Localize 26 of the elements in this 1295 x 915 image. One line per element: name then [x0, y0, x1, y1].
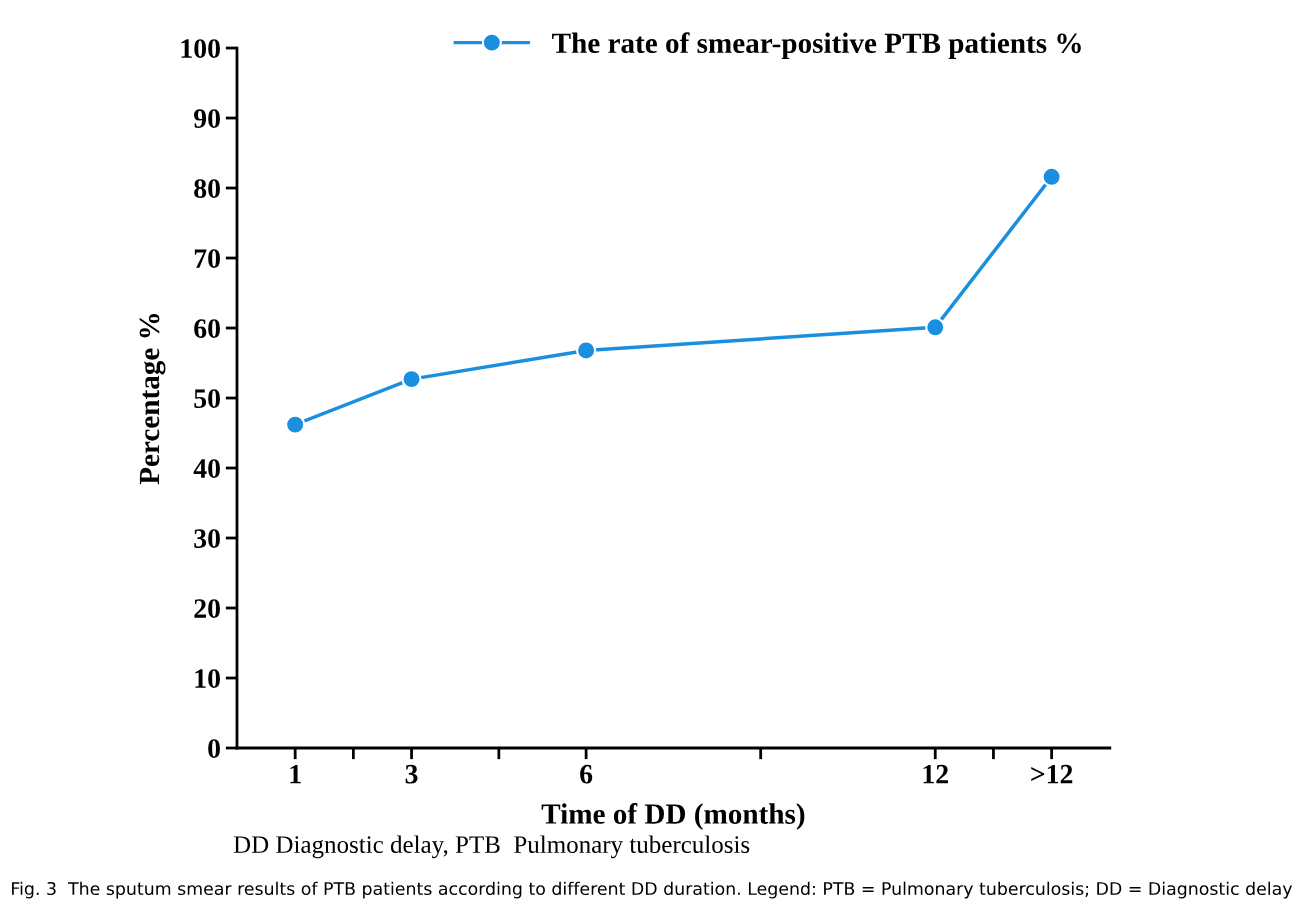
- caption: Fig. 3 The sputum smear results of PTB patients according to different DD duration. Legend: PTB = Pulmonary tuberculosis; DD = Diagnostic delay: [12, 881, 1293, 899]
- y-axis-title: Percentage %: [139, 313, 166, 485]
- y-tick-label: 70: [194, 249, 220, 268]
- y-tick-label: 80: [194, 179, 220, 198]
- x-tick-label: 6: [580, 764, 593, 784]
- point: [925, 317, 946, 338]
- x-tick-label: >12: [1031, 764, 1073, 784]
- x-tick-label: 1: [290, 764, 301, 784]
- y-tick-label: 40: [193, 459, 220, 478]
- x-axis-title: Time of DD (months): [541, 803, 805, 830]
- y-tick-label: 30: [194, 529, 220, 548]
- point: [285, 414, 306, 435]
- x-tick-label: 3: [405, 764, 418, 784]
- y-tick-label: 10: [195, 669, 220, 688]
- text: DD Diagnostic delay, PTB Pulmonary tuberculosis: [233, 835, 750, 859]
- legend-label: The rate of smear-positive PTB patients %: [552, 32, 1081, 60]
- y-tick-label: 50: [194, 389, 220, 408]
- y-tick-label: 90: [193, 109, 220, 128]
- point: [401, 369, 422, 390]
- y-tick-label: 60: [194, 319, 220, 338]
- x-tick-label: 12: [923, 764, 948, 784]
- y-tick-label: 20: [194, 599, 220, 618]
- point: [576, 340, 597, 361]
- point: [1041, 166, 1062, 187]
- y-tick-label: 100: [181, 39, 220, 58]
- y-tick-label: 0: [208, 739, 220, 758]
